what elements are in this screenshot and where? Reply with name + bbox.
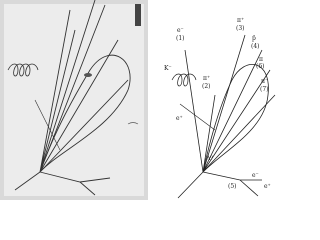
track-label: π⁻ — [261, 78, 268, 85]
track-number: (1) — [176, 35, 185, 42]
bubble-chamber-photo — [0, 0, 148, 200]
track-label: π⁺ — [237, 17, 244, 24]
track-label: p̄ — [252, 35, 256, 42]
track-number: (5) — [228, 183, 237, 190]
track-number: (6) — [256, 63, 265, 70]
track-number: (2) — [202, 83, 211, 90]
figure: e⁻ (1) π⁺ (3) p̄ (4) π (6) π⁻ (7) π⁺ (2)… — [0, 0, 276, 200]
track-number: (4) — [251, 43, 260, 50]
track-labels: e⁻ (1) π⁺ (3) p̄ (4) π (6) π⁻ (7) π⁺ (2)… — [164, 17, 271, 190]
track-label: Λ⁰ — [205, 155, 213, 162]
track-label: π⁺ — [203, 75, 210, 82]
track-label: e⁺ — [176, 115, 183, 122]
track-number: (3) — [236, 25, 245, 32]
track-label: π — [259, 56, 263, 63]
track-label: e⁻ — [252, 172, 259, 179]
track-label: e⁻ — [177, 27, 184, 34]
track-label: e⁺ — [264, 183, 271, 190]
track-diagram — [171, 34, 276, 199]
page: e⁻ (1) π⁺ (3) p̄ (4) π (6) π⁻ (7) π⁺ (2)… — [0, 0, 276, 200]
track-label: K⁻ — [164, 65, 172, 72]
track-number: (7) — [260, 86, 269, 93]
